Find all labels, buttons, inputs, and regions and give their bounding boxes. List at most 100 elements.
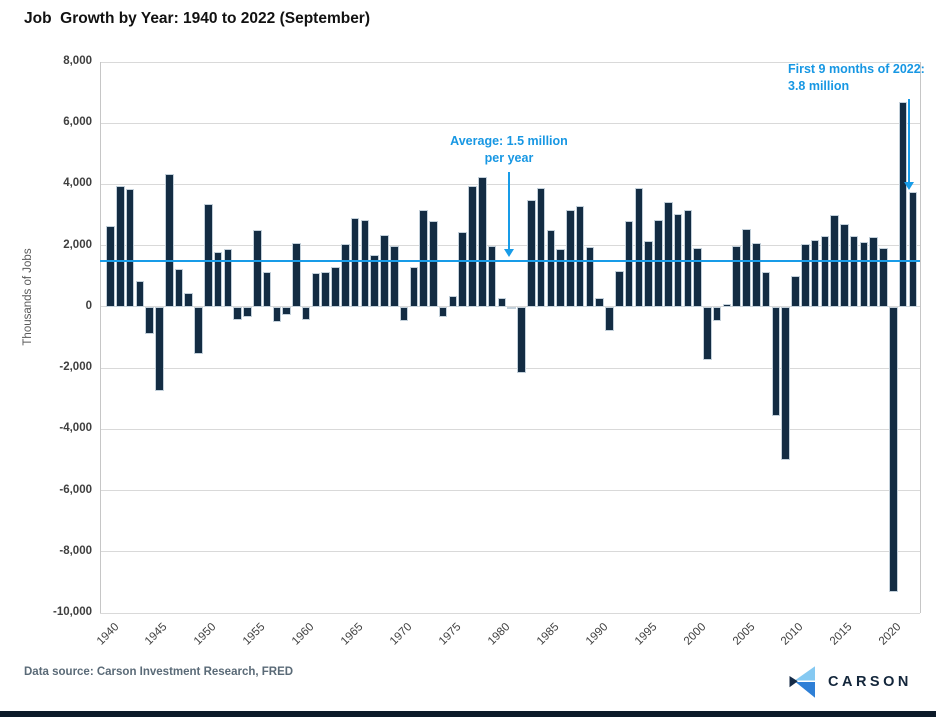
bar-1943 bbox=[135, 280, 145, 307]
y-tick--6000: -6,000 bbox=[59, 483, 92, 496]
y-tick-8000: 8,000 bbox=[63, 55, 92, 67]
bar-1989 bbox=[585, 247, 595, 307]
bar-2013 bbox=[820, 236, 830, 307]
bar-1950 bbox=[204, 204, 213, 307]
bar-1979 bbox=[487, 245, 497, 307]
bar-2001 bbox=[703, 306, 712, 361]
bar-2010 bbox=[791, 276, 800, 307]
carson-chevron-icon bbox=[789, 666, 815, 698]
average-arrow-down-icon bbox=[504, 249, 514, 257]
annotation-average: Average: 1.5 million per year bbox=[409, 133, 609, 167]
bar-2019 bbox=[879, 247, 888, 307]
gridline-2000 bbox=[100, 245, 920, 247]
y-tick-6000: 6,000 bbox=[63, 116, 92, 129]
bar-1975 bbox=[448, 296, 458, 307]
bar-1949 bbox=[194, 306, 203, 355]
bar-1967 bbox=[370, 254, 379, 307]
bar-1951 bbox=[213, 251, 223, 307]
bar-1992 bbox=[615, 270, 624, 307]
first9months-arrow-down-icon bbox=[904, 182, 914, 190]
bar-1978 bbox=[478, 176, 487, 307]
bar-1994 bbox=[634, 188, 644, 307]
annotation-average-line1: Average: 1.5 million bbox=[450, 134, 568, 148]
gridline-6000 bbox=[100, 122, 920, 124]
bar-1993 bbox=[624, 221, 634, 307]
y-tick--2000: -2,000 bbox=[59, 361, 92, 374]
gridline--4000 bbox=[100, 428, 920, 430]
x-tick-1995: 1995 bbox=[632, 621, 660, 648]
bar-1947 bbox=[174, 269, 184, 307]
x-tick-1945: 1945 bbox=[143, 621, 170, 648]
gridline-8000 bbox=[100, 61, 920, 63]
x-tick-1970: 1970 bbox=[387, 621, 415, 648]
y-tick-0: 0 bbox=[85, 299, 92, 312]
y-axis-title: Thousands of Jobs bbox=[22, 248, 34, 346]
bar-2008 bbox=[771, 306, 781, 416]
bar-1942 bbox=[125, 189, 135, 307]
x-tick-1960: 1960 bbox=[290, 621, 317, 648]
y-tick--10000: -10,000 bbox=[52, 606, 92, 618]
bar-1962 bbox=[321, 271, 331, 307]
annotation-2022-line1: First 9 months of 2022: bbox=[788, 62, 925, 76]
x-tick-2005: 2005 bbox=[730, 621, 758, 648]
bar-1995 bbox=[644, 241, 653, 307]
first9months-arrow-line bbox=[908, 99, 910, 183]
annotation-average-line2: per year bbox=[484, 151, 534, 165]
chart-title: Job Growth by Year: 1940 to 2022 (Septem… bbox=[24, 10, 371, 27]
bar-1964 bbox=[341, 244, 350, 307]
gridline--2000 bbox=[100, 367, 920, 369]
bar-1985 bbox=[546, 230, 556, 307]
y-tick--4000: -4,000 bbox=[59, 422, 92, 435]
bar-1946 bbox=[164, 173, 174, 307]
annotation-2022: First 9 months of 2022: 3.8 million bbox=[788, 61, 934, 95]
gridline--8000 bbox=[100, 551, 920, 553]
x-tick-1965: 1965 bbox=[339, 621, 366, 648]
x-tick-1950: 1950 bbox=[192, 621, 219, 648]
plot-border-left bbox=[100, 62, 101, 613]
bar-1968 bbox=[380, 234, 389, 307]
bar-1954 bbox=[243, 306, 252, 317]
bar-1965 bbox=[350, 218, 360, 307]
bar-1963 bbox=[331, 267, 340, 307]
bar-2015 bbox=[840, 224, 849, 307]
bar-1952 bbox=[223, 248, 233, 307]
x-tick-1940: 1940 bbox=[94, 621, 121, 648]
gridline-4000 bbox=[100, 183, 920, 185]
x-tick-2000: 2000 bbox=[681, 621, 709, 648]
bar-1996 bbox=[654, 220, 663, 307]
x-tick-1985: 1985 bbox=[534, 621, 562, 648]
brand-text: CARSON bbox=[828, 674, 912, 690]
carson-logo: CARSON bbox=[788, 664, 912, 700]
bar-2002 bbox=[712, 306, 722, 322]
bar-1971 bbox=[409, 267, 419, 307]
bar-1980 bbox=[497, 297, 507, 307]
x-tick-1980: 1980 bbox=[485, 621, 513, 648]
gridline--10000 bbox=[100, 612, 920, 614]
bar-2012 bbox=[810, 240, 820, 307]
bar-1956 bbox=[262, 272, 272, 307]
x-tick-1990: 1990 bbox=[583, 621, 611, 648]
bar-2011 bbox=[800, 244, 810, 307]
x-tick-1975: 1975 bbox=[436, 621, 464, 648]
bar-1961 bbox=[311, 273, 321, 307]
bar-2004 bbox=[732, 245, 742, 307]
bar-2007 bbox=[761, 272, 771, 307]
plot-border-right bbox=[920, 62, 921, 613]
bar-1981 bbox=[507, 306, 516, 309]
bar-1945 bbox=[155, 306, 164, 392]
bar-2000 bbox=[693, 247, 702, 307]
average-arrow-line bbox=[508, 172, 510, 250]
bar-1948 bbox=[184, 293, 194, 307]
bar-2022 bbox=[908, 192, 918, 307]
gridline--6000 bbox=[100, 490, 920, 492]
bar-2006 bbox=[752, 242, 761, 307]
bar-1973 bbox=[429, 221, 438, 307]
bar-1972 bbox=[419, 210, 428, 307]
bar-1976 bbox=[458, 231, 468, 307]
y-tick-4000: 4,000 bbox=[63, 177, 92, 190]
bar-2021 bbox=[898, 101, 908, 307]
bar-2018 bbox=[869, 236, 879, 307]
bar-1940 bbox=[106, 225, 115, 307]
bar-2005 bbox=[742, 228, 751, 307]
